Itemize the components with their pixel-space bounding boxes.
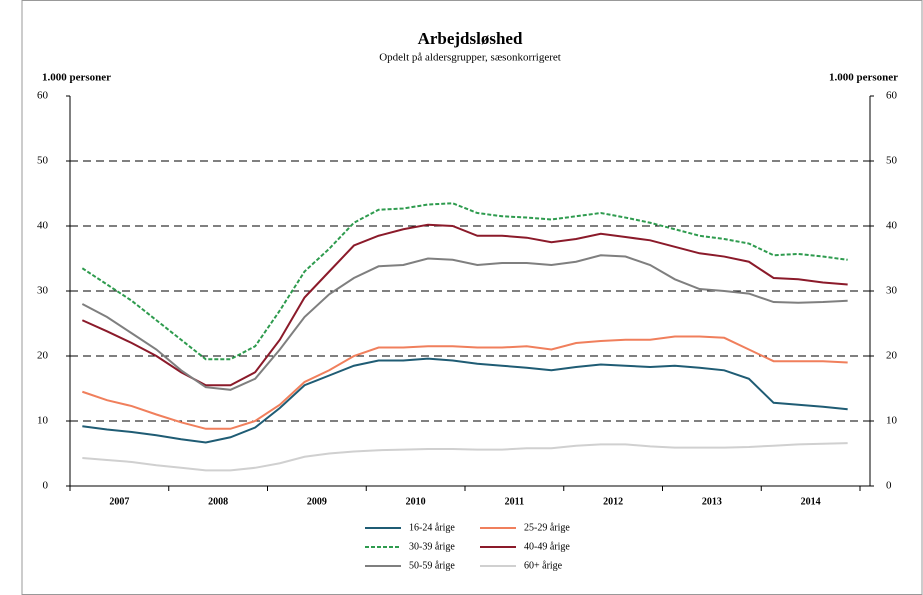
y2-axis-label: 1.000 personer: [829, 72, 898, 84]
legend-label: 25-29 årige: [524, 522, 570, 533]
series-line: [82, 335, 848, 430]
x-tick-label: 2009: [307, 496, 327, 507]
y-tick-label: 10: [37, 415, 49, 427]
frame: [21, 0, 923, 595]
legend-label: 30-39 årige: [409, 541, 455, 552]
x-tick-label: 2012: [603, 496, 623, 507]
legend-label: 60+ årige: [524, 560, 563, 571]
series-line: [81, 202, 848, 361]
x-tick-label: 2011: [505, 496, 524, 507]
y-tick-label: 20: [37, 350, 49, 362]
y-tick-label: 50: [37, 155, 49, 167]
legend-label: 40-49 årige: [524, 541, 570, 552]
x-tick-label: 2010: [406, 496, 426, 507]
y-tick-label: 60: [37, 90, 49, 102]
chart-title: Arbejdsløshed: [418, 29, 523, 48]
x-tick-label: 2007: [109, 496, 129, 507]
series-line: [82, 442, 848, 472]
y-tick-label: 30: [37, 285, 49, 297]
x-tick-label: 2008: [208, 496, 228, 507]
series-line: [81, 254, 848, 391]
y2-tick-label: 20: [886, 350, 898, 362]
chart-subtitle: Opdelt på aldersgrupper, sæsonkorrigeret: [379, 52, 561, 64]
series-line: [81, 223, 848, 387]
x-tick-label: 2014: [801, 496, 821, 507]
legend-label: 50-59 årige: [409, 560, 455, 571]
legend-label: 16-24 årige: [409, 522, 455, 533]
x-tick-label: 2013: [702, 496, 722, 507]
y2-tick-label: 0: [886, 480, 892, 492]
y2-tick-label: 40: [886, 220, 898, 232]
y-axis-label: 1.000 personer: [42, 72, 111, 84]
y2-tick-label: 50: [886, 155, 898, 167]
y2-tick-label: 10: [886, 415, 898, 427]
y2-tick-label: 60: [886, 90, 898, 102]
series-line: [82, 357, 848, 444]
y-tick-label: 40: [37, 220, 49, 232]
y-tick-label: 0: [43, 480, 49, 492]
y2-tick-label: 30: [886, 285, 898, 297]
